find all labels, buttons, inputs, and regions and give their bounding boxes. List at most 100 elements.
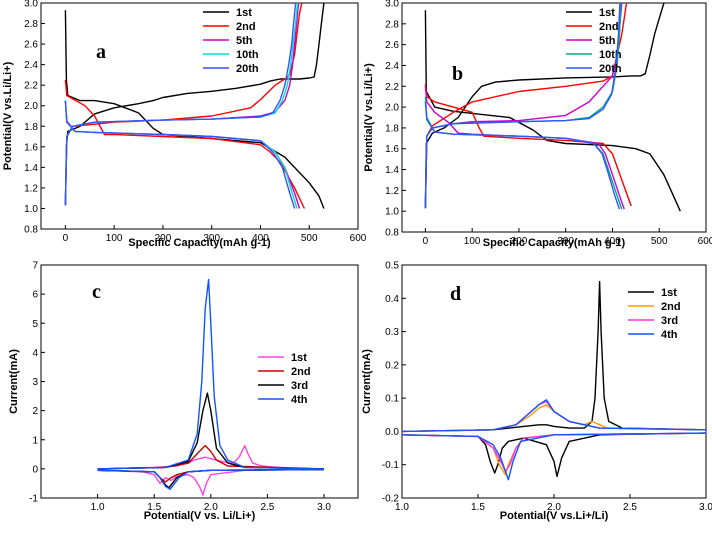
panel-a-series-10th-line xyxy=(64,3,299,209)
panel-b-ytick-label: 2.2 xyxy=(385,82,399,93)
panel-b-xtick-label: 200 xyxy=(511,236,528,247)
panel-a-series-20th-line xyxy=(64,3,297,209)
panel-d-xtick-label: 3.0 xyxy=(699,502,712,513)
panel-c-ytick-label: 0 xyxy=(32,464,38,475)
panel-b-frame xyxy=(401,2,707,233)
panel-c-ylabel: Current(mA) xyxy=(8,349,20,414)
panel-c-ytick-label: 5 xyxy=(32,319,38,330)
panel-d-series-4th-line xyxy=(402,399,706,481)
panel-b-xtick-label: 100 xyxy=(464,236,481,247)
panel-a-ytick-label: 3.0 xyxy=(24,0,38,10)
panel-a-ytick-label: 1.4 xyxy=(24,163,38,174)
panel-a-legend-label: 1st xyxy=(236,7,252,19)
panel-d-xlabel: Potential(V vs.Li+/Li) xyxy=(500,510,609,522)
panel-a-ytick-label: 1.2 xyxy=(24,183,38,194)
panel-a-xtick-label: 0 xyxy=(63,233,69,244)
panel-b-xlabel: Specific Capacity(mAh g-1) xyxy=(483,237,626,249)
panel-d-legend-label: 2nd xyxy=(661,301,681,313)
panel-c-group: -1 0 1 2 3 4 5 6 7 1.0 1.5 2.0 2.5 3.0 Potential(V vs.… xyxy=(8,261,359,522)
panel-b-legend-label: 20th xyxy=(599,63,622,75)
panel-c-legend-label: 4th xyxy=(291,394,308,406)
panel-c-series-3rd-line xyxy=(97,392,325,489)
panel-d-ytick-label: 0.1 xyxy=(385,394,399,405)
panel-c-legend-label: 2nd xyxy=(291,366,311,378)
panel-b-ytick-label: 2.8 xyxy=(385,19,399,30)
panel-d-ylabel: Current(mA) xyxy=(361,349,373,414)
panel-b-ytick-label: 2.0 xyxy=(385,103,399,114)
panel-b-xtick-label: 0 xyxy=(423,236,429,247)
panel-c-xtick-label: 2.0 xyxy=(204,502,218,513)
panel-c-ytick-label: 2 xyxy=(32,406,38,417)
panel-d-letter: d xyxy=(450,283,461,305)
panel-d-group: -0.2 -0.1 0.0 0.1 0.2 0.3 0.4 0.5 1.0 1.5 2.0 2.5 3.… xyxy=(361,261,712,523)
panel-c-series-2nd-line xyxy=(97,444,325,483)
panel-a-legend-label: 2nd xyxy=(236,21,256,33)
panel-a-ytick-label: 2.4 xyxy=(24,60,38,71)
panel-a-series-2nd-line xyxy=(64,3,306,209)
panel-c-letter: c xyxy=(92,281,101,303)
panel-b-ytick-label: 1.8 xyxy=(385,123,399,134)
panel-c-legend-label: 1st xyxy=(291,352,307,364)
panel-a-xtick-label: 500 xyxy=(301,233,318,244)
panel-a-xtick-label: 200 xyxy=(155,233,172,244)
panel-b-xtick-label: 300 xyxy=(557,236,574,247)
panel-a-xtick-label: 600 xyxy=(350,233,367,244)
panel-d-ytick-label: 0.2 xyxy=(385,360,399,371)
panel-b-xtick-label: 400 xyxy=(604,236,621,247)
panel-d-ytick-label: 0.0 xyxy=(385,427,399,438)
panel-a-letter: a xyxy=(96,41,106,63)
panel-b-letter: b xyxy=(452,63,463,85)
panel-d-ytick-label: 0.4 xyxy=(385,294,399,305)
panel-d-xtick-label: 2.0 xyxy=(547,502,561,513)
panel-b-ytick-label: 1.4 xyxy=(385,165,399,176)
panel-b-ytick-label: 1.2 xyxy=(385,186,399,197)
panel-a-ytick-label: 1.0 xyxy=(24,204,38,215)
panel-d-ytick-label: 0.5 xyxy=(385,261,399,272)
panel-c-frame xyxy=(40,264,359,499)
panel-d-ytick-label: -0.2 xyxy=(382,494,400,505)
panel-b-series-2nd-line xyxy=(424,3,632,209)
panel-a-frame xyxy=(40,2,359,230)
panel-a-ylabel: Potential(V vs.Li/Li+) xyxy=(2,61,14,170)
panel-a-series-5th-line xyxy=(64,3,301,209)
panel-a-ytick-label: 0.8 xyxy=(24,225,38,236)
panel-b-ytick-label: 3.0 xyxy=(385,0,399,10)
panel-a-ytick-label: 1.8 xyxy=(24,122,38,133)
panel-a-xtick-label: 400 xyxy=(252,233,269,244)
panel-d-legend-label: 3rd xyxy=(661,315,678,327)
panel-a-ytick-label: 1.6 xyxy=(24,142,38,153)
panel-d-legend-label: 1st xyxy=(661,287,677,299)
panel-d-ytick-label: 0.3 xyxy=(385,327,399,338)
panel-b-series-5th-line xyxy=(424,3,625,210)
panel-b-legend-label: 1st xyxy=(599,7,615,19)
panel-a-ytick-label: 2.8 xyxy=(24,19,38,30)
panel-c-xtick-label: 1.5 xyxy=(147,502,161,513)
panel-a-legend-label: 10th xyxy=(236,49,259,61)
panel-c-ytick-label: 6 xyxy=(32,290,38,301)
panel-c-xtick-label: 2.5 xyxy=(260,502,274,513)
panel-b-legend-label: 5th xyxy=(599,35,616,47)
panel-d-xtick-label: 2.5 xyxy=(623,502,637,513)
panel-c-ytick-label: 4 xyxy=(32,348,38,359)
panel-d-legend-label: 4th xyxy=(661,329,678,341)
panel-b-xtick-label: 600 xyxy=(698,236,712,247)
panel-b-series-1st-line xyxy=(424,3,681,212)
panel-a-legend-label: 20th xyxy=(236,63,259,75)
panel-b-ylabel: Potential(V vs.Li/Li+) xyxy=(363,63,375,172)
panel-d-xtick-label: 1.5 xyxy=(471,502,485,513)
panel-b-ytick-label: 1.6 xyxy=(385,144,399,155)
panel-c-xtick-label: 3.0 xyxy=(317,502,331,513)
panel-d-xtick-label: 1.0 xyxy=(395,502,409,513)
panel-b-series-20th-line xyxy=(424,3,621,210)
panel-b-ytick-label: 2.6 xyxy=(385,40,399,51)
panel-c-xlabel: Potential(V vs. Li/Li+) xyxy=(144,510,256,522)
panel-a-legend-label: 5th xyxy=(236,35,253,47)
panel-a-xtick-label: 100 xyxy=(106,233,123,244)
panel-a-xlabel: Specific Capacity(mAh g-1) xyxy=(128,237,271,249)
panel-a-ytick-label: 2.0 xyxy=(24,101,38,112)
panel-d-ytick-label: -0.1 xyxy=(382,460,400,471)
panel-a-ytick-label: 2.6 xyxy=(24,40,38,51)
panel-c-legend-label: 3rd xyxy=(291,380,308,392)
panel-c-ytick-label: -1 xyxy=(29,494,38,505)
